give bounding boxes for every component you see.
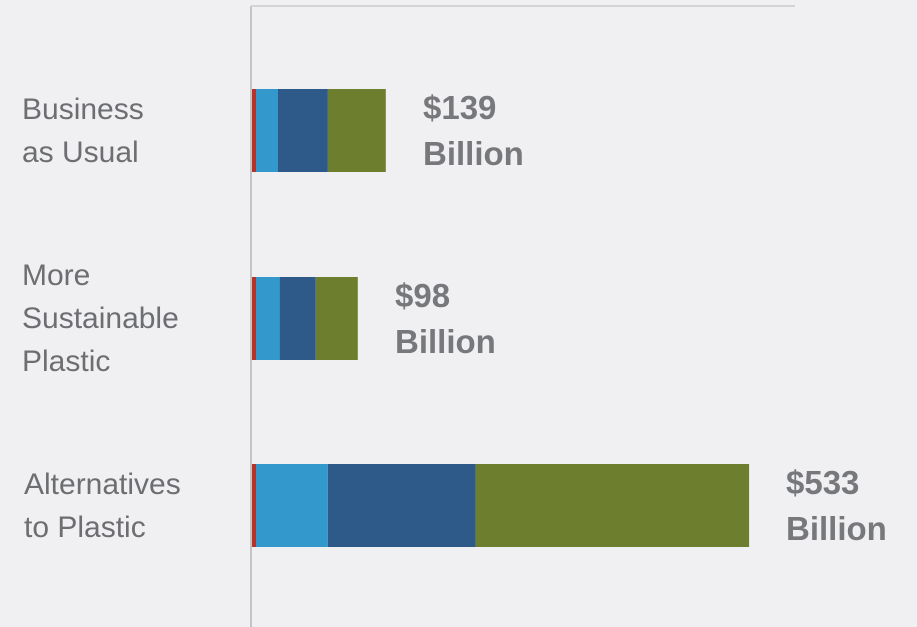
bar-segment-3-4 (475, 464, 750, 547)
total-unit: Billion (423, 135, 524, 172)
bar-segment-3-2 (256, 464, 328, 547)
bar-segment-1-1 (252, 89, 256, 172)
bar-segment-2-4 (315, 277, 358, 360)
total-amount: $139 (423, 89, 497, 126)
total-label: $98 Billion (395, 273, 496, 365)
bar-segment-2-1 (252, 277, 256, 360)
category-label: Alternatives to Plastic (24, 468, 181, 544)
bar-segment-2-2 (256, 277, 280, 360)
bar-segment-3-3 (327, 464, 476, 547)
total-label: $139 Billion (423, 85, 524, 177)
total-unit: Billion (395, 323, 496, 360)
category-label: Business as Usual (22, 93, 144, 169)
bar-segment-1-2 (256, 89, 278, 172)
category-label: More Sustainable Plastic (22, 259, 179, 378)
total-unit: Billion (786, 510, 887, 547)
bar-segment-1-3 (278, 89, 328, 172)
bar-segment-3-1 (252, 464, 256, 547)
total-amount: $98 (395, 277, 451, 314)
total-label: $533 Billion (786, 460, 887, 552)
total-amount: $533 (786, 464, 860, 501)
bar-segment-1-4 (327, 89, 386, 172)
bar-segment-2-3 (279, 277, 316, 360)
